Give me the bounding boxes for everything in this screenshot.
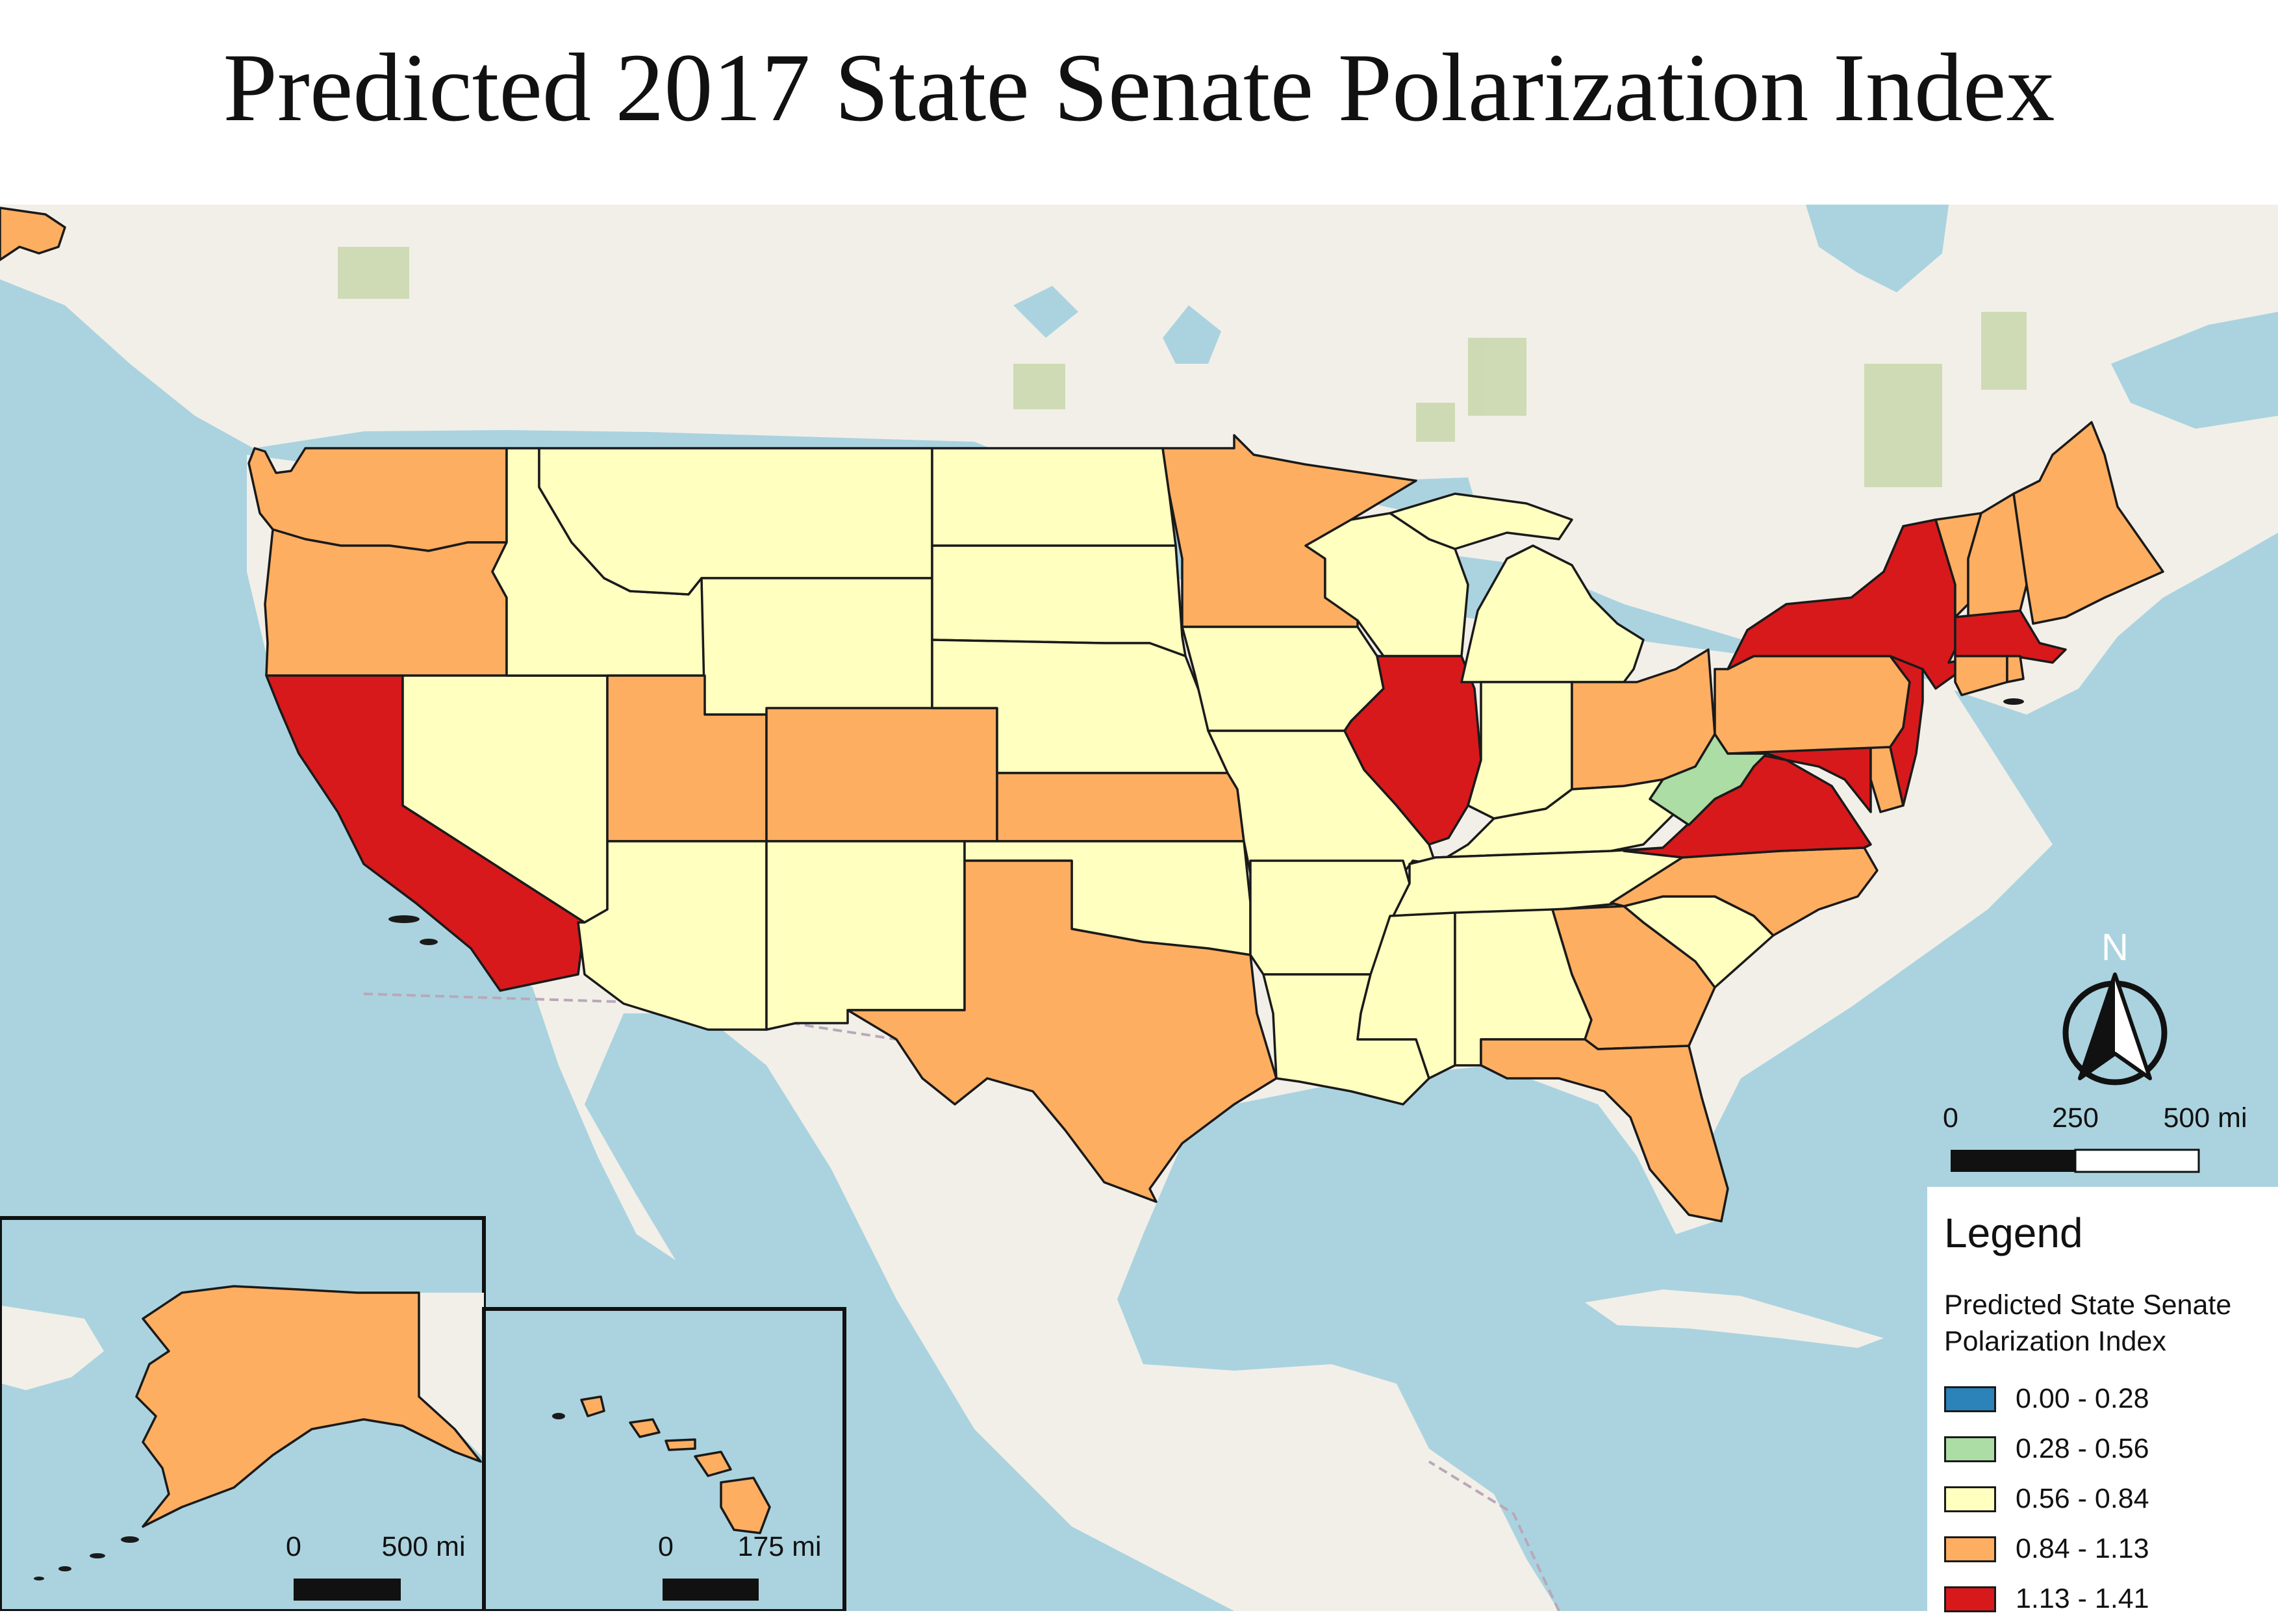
legend-item-label: 1.13 - 1.41 [2016, 1583, 2149, 1614]
scale-tick-end: 500 mi [2163, 1102, 2247, 1134]
inset-hawaii-scale-bar [663, 1579, 759, 1601]
legend-subtitle: Predicted State Senate Polarization Inde… [1944, 1287, 2278, 1360]
state-New Jersey [1889, 655, 1924, 807]
state-Iowa [1181, 626, 1385, 732]
hawaii-island-big [720, 1477, 771, 1534]
scale-segment-white [2074, 1148, 2200, 1173]
state-New Mexico [765, 840, 966, 1031]
legend-item: 0.28 - 0.56 [1944, 1424, 2278, 1474]
state-Rhode Island [2006, 655, 2025, 683]
legend-item: 1.13 - 1.41 [1944, 1574, 2278, 1624]
state-Alaska [135, 1285, 482, 1528]
scale-bar-main: 0 250 500 mi [1943, 1102, 2247, 1173]
alaska-panhandle-fragment [0, 207, 66, 261]
inset-alaska-russia-land [2, 1306, 104, 1390]
state-Kansas [996, 772, 1245, 843]
hawaii-island-oahu [629, 1418, 661, 1438]
hawaii-island-kauai [580, 1395, 605, 1417]
hawaii-island-molokai [664, 1438, 696, 1451]
legend-swatch [1944, 1486, 1996, 1512]
cuba-land [1585, 1289, 1884, 1348]
state-Maine [2012, 421, 2164, 625]
forest-areas [338, 247, 2027, 487]
legend-item: 0.00 - 0.28 [1944, 1374, 2278, 1424]
state-Indiana [1467, 681, 1573, 820]
state-Colorado [765, 707, 998, 843]
inset-alaska[interactable]: 0 500 mi [0, 1216, 486, 1611]
north-arrow: N [2062, 926, 2168, 1085]
legend-item-label: 0.28 - 0.56 [2016, 1433, 2149, 1464]
state-Texas [846, 859, 1278, 1203]
inset-hawaii-scale-end: 175 mi [737, 1531, 821, 1562]
legend-item: 0.56 - 0.84 [1944, 1474, 2278, 1524]
legend-item: 0.84 - 1.13 [1944, 1524, 2278, 1574]
legend-subtitle-line2: Polarization Index [1944, 1326, 2166, 1357]
state-Montana [538, 447, 933, 596]
legend-swatch [1944, 1586, 1996, 1612]
state-Michigan-UP [1389, 492, 1573, 550]
inset-alaska-scale-end: 500 mi [381, 1531, 465, 1562]
hawaii-island-maui [694, 1451, 732, 1477]
scale-segment-black [1951, 1150, 2075, 1172]
north-arrow-label: N [2101, 926, 2129, 969]
legend-panel: Legend Predicted State Senate Polarizati… [1927, 1187, 2278, 1614]
inset-alaska-scale: 0 500 mi [286, 1531, 466, 1601]
legend-item-label: 0.56 - 0.84 [2016, 1483, 2149, 1514]
inset-hawaii[interactable]: 0 175 mi [482, 1307, 846, 1611]
legend-swatch [1944, 1536, 1996, 1562]
inset-hawaii-scale-start: 0 [658, 1531, 674, 1562]
legend-heading: Legend [1944, 1210, 2083, 1256]
legend-swatch [1944, 1386, 1996, 1412]
page-title: Predicted 2017 State Senate Polarization… [223, 34, 2055, 142]
state-Wyoming [700, 577, 933, 716]
state-Connecticut [1954, 655, 2008, 696]
coastal-islands [388, 698, 2024, 945]
scale-tick-mid: 250 [2052, 1102, 2099, 1134]
state-Michigan [1460, 544, 1645, 683]
inset-alaska-canada-land [419, 1293, 484, 1458]
legend-subtitle-line1: Predicted State Senate [1944, 1289, 2232, 1321]
inset-alaska-aleutians [34, 1536, 139, 1580]
legend-item-label: 0.84 - 1.13 [2016, 1533, 2149, 1564]
inset-alaska-scale-bar [294, 1579, 401, 1601]
legend-swatch [1944, 1436, 1996, 1462]
state-Pennsylvania [1714, 655, 1911, 755]
state-Oregon [264, 528, 508, 677]
us-states [247, 421, 2164, 1223]
inset-hawaii-frame [482, 1307, 846, 1611]
state-Wisconsin [1304, 512, 1469, 657]
state-Illinois [1343, 655, 1482, 846]
state-Hawaii [580, 1395, 771, 1534]
state-Florida [1480, 1038, 1729, 1223]
inset-hawaii-scale: 0 175 mi [658, 1531, 822, 1601]
inset-alaska-scale-start: 0 [286, 1531, 301, 1562]
hawaii-niihau [552, 1413, 565, 1419]
legend-item-label: 0.00 - 0.28 [2016, 1383, 2149, 1414]
state-North Dakota [931, 447, 1177, 547]
scale-tick-0: 0 [1943, 1102, 1958, 1134]
